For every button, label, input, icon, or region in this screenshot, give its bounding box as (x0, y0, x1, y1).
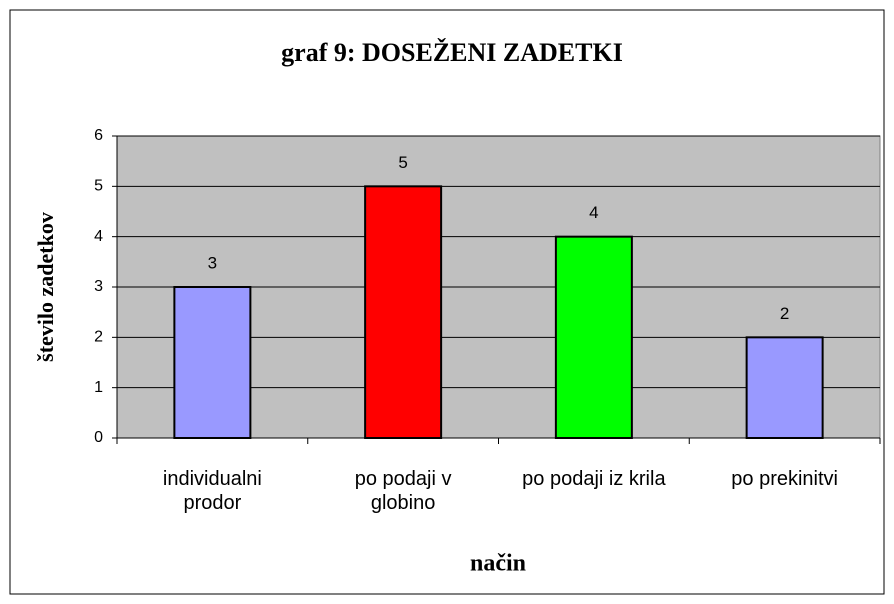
bar (745, 336, 824, 440)
y-tick-label: 6 (94, 127, 103, 144)
data-label: 5 (398, 153, 407, 172)
x-tick-label: po podaji v globino (354, 468, 452, 514)
bar (364, 185, 443, 439)
data-label: 3 (208, 253, 217, 272)
x-tick-label: po podaji iz krila (522, 468, 666, 490)
bar (173, 286, 252, 439)
bar (554, 235, 633, 439)
y-tick-label: 5 (94, 178, 103, 195)
y-tick-label: 3 (94, 278, 103, 295)
data-label: 2 (780, 304, 789, 323)
data-label: 4 (589, 203, 598, 222)
x-tick-label: individualni prodor (162, 468, 262, 514)
y-tick-label: 4 (94, 228, 103, 245)
x-axis-label: način (470, 551, 526, 577)
y-tick-label: 1 (94, 379, 103, 396)
chart-title: graf 9: DOSEŽENI ZADETKI (281, 38, 623, 67)
y-tick-label: 0 (94, 429, 103, 446)
x-tick-label: po prekinitvi (731, 468, 838, 490)
y-axis-label: število zadetkov (33, 212, 58, 362)
y-tick-label: 2 (94, 329, 103, 346)
